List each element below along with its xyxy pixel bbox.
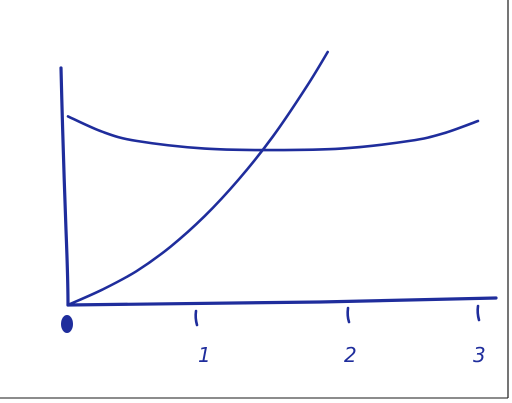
series-line-flat [66,115,480,152]
x-tick-1 [194,309,199,327]
x-axis [66,296,498,307]
x-tick-label-1: 1 [198,343,211,367]
x-tick-3 [476,304,481,322]
x-tick-label-3: 3 [473,343,486,367]
x-tick-label-2: 2 [344,343,357,367]
series-line-rising [66,50,329,307]
origin-dot [61,315,73,333]
x-tick-2 [346,306,351,324]
y-axis [59,66,70,307]
